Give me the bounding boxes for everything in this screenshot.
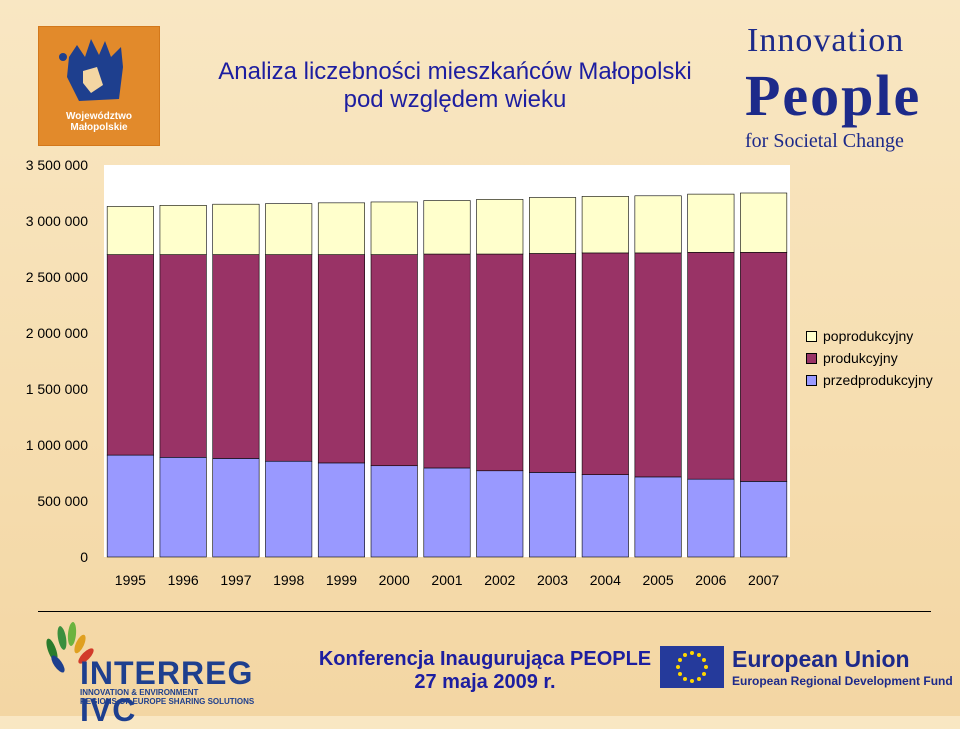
page-title: Analiza liczebności mieszkańców Małopols… [175,58,735,114]
y-tick-label: 500 000 [37,493,88,509]
bar-segment-przedprodukcyjny-1999 [317,462,365,558]
bar-segment-przedprodukcyjny-2000 [370,465,418,558]
logo-societal-text: for Societal Change [745,130,904,152]
bar-segment-poprodukcyjny-2004 [581,196,629,254]
bar-segment-przedprodukcyjny-2006 [687,478,735,558]
x-tick-label: 1995 [115,572,146,588]
legend-item: poprodukcyjny [806,325,933,347]
y-tick-label: 2 500 000 [26,269,88,285]
footer-divider [38,611,931,612]
y-tick-label: 3 000 000 [26,213,88,229]
x-tick-label: 1996 [168,572,199,588]
bar-segment-produkcyjny-1996 [159,254,207,458]
bar-segment-poprodukcyjny-1997 [212,203,260,255]
bar-segment-produkcyjny-1997 [212,254,260,459]
legend-swatch [806,330,817,342]
bar-segment-poprodukcyjny-1995 [106,206,154,255]
bar-segment-poprodukcyjny-2007 [740,192,788,253]
bar-segment-produkcyjny-2006 [687,252,735,480]
conference-info: Konferencja Inaugurująca PEOPLE 27 maja … [300,648,670,694]
eu-flag-icon [660,646,724,688]
x-tick-label: 2002 [484,572,515,588]
legend-item: przedprodukcyjny [806,369,933,391]
interreg-tagline-1: INNOVATION & ENVIRONMENT [80,688,199,697]
wojewodztwo-malopolskie-logo: Województwo Małopolskie [38,26,160,146]
bar-segment-poprodukcyjny-1998 [265,203,313,255]
bar-segment-poprodukcyjny-2003 [529,197,577,254]
bar-segment-przedprodukcyjny-1996 [159,457,207,558]
eu-name: European Union [732,646,910,672]
legend-label: przedprodukcyjny [823,372,933,388]
bar-segment-produkcyjny-2003 [529,253,577,473]
y-tick-label: 1 000 000 [26,437,88,453]
x-tick-label: 1999 [326,572,357,588]
bar-segment-przedprodukcyjny-2005 [634,476,682,558]
x-tick-label: 2005 [642,572,673,588]
chart-legend: poprodukcyjny produkcyjny przedprodukcyjny [806,325,933,391]
x-tick-label: 2001 [431,572,462,588]
bar-segment-przedprodukcyjny-1997 [212,458,260,558]
x-tick-label: 2006 [695,572,726,588]
x-tick-label: 2004 [590,572,621,588]
bar-segment-produkcyjny-2000 [370,254,418,467]
malopolska-emblem-icon [59,39,123,101]
x-tick-label: 1998 [273,572,304,588]
logo-innovation-text: Innovation [747,22,905,59]
title-line1: Analiza liczebności mieszkańców Małopols… [218,58,692,85]
stacked-bar-chart: 0 500 000 1 000 000 1 500 000 2 000 000 2 500… [25,157,788,588]
logo-people-text: People [745,63,922,128]
bar-segment-produkcyjny-1995 [106,254,154,456]
conference-name: Konferencja Inaugurująca PEOPLE [318,648,652,670]
bar-segment-poprodukcyjny-2001 [423,200,471,255]
y-tick-label: 3 500 000 [26,157,88,173]
bar-segment-poprodukcyjny-2000 [370,201,418,255]
bar-segment-poprodukcyjny-2006 [687,193,735,253]
innovation-people-logo: Innovation People for Societal Change [745,22,945,157]
legend-swatch [806,374,817,386]
eu-fund: European Regional Development Fund [732,674,953,688]
bar-segment-produkcyjny-2005 [634,252,682,478]
x-tick-label: 1997 [220,572,251,588]
bar-segment-produkcyjny-2002 [476,253,524,472]
bar-segment-przedprodukcyjny-1998 [265,460,313,558]
bar-segment-przedprodukcyjny-2001 [423,467,471,558]
bar-segment-produkcyjny-1999 [317,254,365,464]
interreg-logo: INTERREG IVC INNOVATION & ENVIRONMENT RE… [40,620,290,728]
title-line2: pod względem wieku [343,86,567,113]
y-tick-label: 1 500 000 [26,381,88,397]
bar-segment-produkcyjny-1998 [265,254,313,462]
bar-segment-przedprodukcyjny-2007 [740,481,788,558]
bar-segment-produkcyjny-2001 [423,253,471,469]
legend-label: produkcyjny [823,350,898,366]
legend-swatch [806,352,817,364]
bar-segment-przedprodukcyjny-2003 [529,472,577,558]
interreg-leaves-icon [46,622,94,673]
bar-segment-poprodukcyjny-1996 [159,205,207,255]
y-tick-label: 2 000 000 [26,325,88,341]
bar-segment-przedprodukcyjny-2002 [476,470,524,558]
legend-item: produkcyjny [806,347,933,369]
interreg-tagline-2: REGIONS OF EUROPE SHARING SOLUTIONS [80,697,255,706]
y-tick-label: 0 [80,549,88,565]
bar-segment-poprodukcyjny-1999 [317,202,365,255]
x-tick-label: 2007 [748,572,779,588]
bar-segment-przedprodukcyjny-1995 [106,454,154,558]
bar-segment-produkcyjny-2004 [581,252,629,475]
bar-segment-przedprodukcyjny-2004 [581,474,629,558]
legend-label: poprodukcyjny [823,328,914,344]
bar-segment-poprodukcyjny-2002 [476,199,524,255]
x-tick-label: 2000 [379,572,410,588]
bar-segment-poprodukcyjny-2005 [634,195,682,254]
logo-line2: Małopolskie [70,122,128,133]
logo-line1: Województwo [66,111,132,122]
bar-segment-produkcyjny-2007 [740,252,788,482]
conference-date: 27 maja 2009 r. [414,671,556,693]
x-tick-label: 2003 [537,572,568,588]
